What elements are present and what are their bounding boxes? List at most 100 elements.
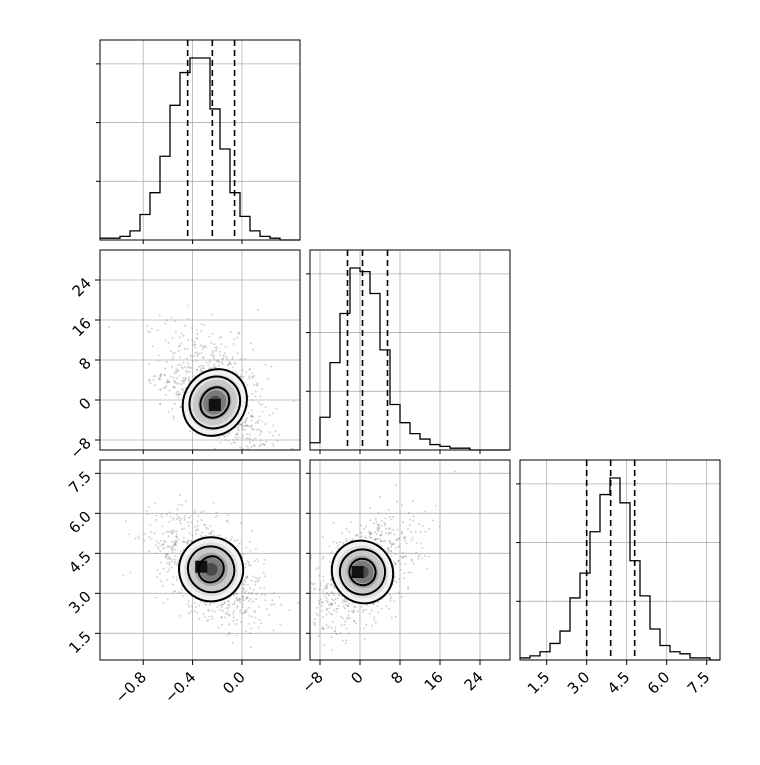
- scatter-point: [325, 599, 328, 602]
- scatter-point: [403, 577, 406, 580]
- scatter-point: [159, 373, 162, 376]
- scatter-point: [250, 424, 253, 427]
- scatter-point: [227, 439, 230, 442]
- scatter-point: [179, 519, 182, 522]
- scatter-point: [244, 421, 247, 424]
- scatter-point: [259, 444, 262, 447]
- scatter-point: [216, 534, 219, 537]
- scatter-point: [330, 591, 333, 594]
- scatter-point: [271, 412, 274, 415]
- scatter-point: [159, 388, 162, 391]
- scatter-point: [157, 377, 160, 380]
- scatter-point: [179, 363, 182, 366]
- scatter-point: [402, 556, 405, 559]
- scatter-point: [258, 428, 261, 431]
- scatter-point: [205, 346, 208, 349]
- scatter-point: [220, 603, 223, 606]
- scatter-point: [162, 602, 165, 605]
- scatter-point: [268, 431, 271, 434]
- scatter-point: [341, 639, 344, 642]
- scatter-point: [174, 330, 177, 333]
- density-peak: [208, 399, 221, 411]
- scatter-point: [348, 530, 351, 533]
- scatter-point: [248, 377, 251, 380]
- scatter-point: [176, 535, 179, 538]
- scatter-point: [158, 377, 161, 380]
- scatter-point: [176, 508, 179, 511]
- scatter-point: [238, 598, 241, 601]
- scatter-point: [164, 386, 167, 389]
- scatter-point: [401, 551, 404, 554]
- scatter-point: [157, 354, 160, 357]
- scatter-point: [287, 461, 289, 463]
- scatter-point: [374, 537, 377, 540]
- scatter-point: [202, 356, 205, 359]
- scatter-point: [318, 588, 321, 591]
- scatter-point: [172, 576, 175, 579]
- scatter-point: [152, 375, 155, 378]
- scatter-point: [246, 424, 249, 427]
- scatter-point: [187, 540, 190, 543]
- scatter-point: [382, 540, 385, 543]
- scatter-point: [220, 361, 223, 364]
- scatter-point: [322, 627, 325, 630]
- scatter-point: [228, 623, 231, 626]
- scatter-point: [261, 463, 263, 465]
- scatter-point: [204, 534, 207, 537]
- scatter-point: [195, 532, 198, 535]
- scatter-point: [229, 363, 232, 366]
- scatter-point: [249, 549, 252, 552]
- scatter-point: [190, 540, 193, 543]
- scatter-point: [171, 352, 174, 355]
- scatter-point: [162, 584, 165, 587]
- scatter-point: [183, 516, 186, 519]
- scatter-point: [255, 597, 258, 600]
- scatter-point: [366, 604, 369, 607]
- scatter-point: [186, 541, 189, 544]
- scatter-point: [424, 554, 427, 557]
- scatter-point: [187, 603, 190, 606]
- y-tick-label: 24: [69, 274, 95, 300]
- scatter-point: [168, 389, 171, 392]
- scatter-point: [325, 585, 328, 588]
- scatter-point: [149, 381, 152, 384]
- scatter-point: [414, 531, 417, 534]
- scatter-point: [237, 429, 240, 432]
- panel-1-0: [100, 250, 300, 465]
- scatter-point: [196, 529, 199, 532]
- scatter-point: [238, 542, 241, 545]
- x-tick-label: −0.4: [161, 668, 199, 706]
- scatter-point: [187, 379, 190, 382]
- scatter-point: [194, 343, 197, 346]
- scatter-point: [153, 532, 156, 535]
- density-peak: [351, 566, 364, 578]
- scatter-point: [245, 596, 248, 599]
- scatter-point: [198, 617, 201, 620]
- scatter-point: [179, 405, 182, 408]
- scatter-point: [368, 506, 371, 509]
- scatter-point: [341, 532, 344, 535]
- scatter-point: [234, 436, 237, 439]
- scatter-point: [225, 536, 228, 539]
- scatter-point: [210, 617, 213, 620]
- scatter-point: [181, 379, 184, 382]
- scatter-point: [380, 608, 383, 611]
- scatter-point: [321, 590, 324, 593]
- scatter-point: [223, 602, 226, 605]
- scatter-point: [372, 602, 375, 605]
- scatter-point: [380, 540, 383, 543]
- scatter-point: [354, 605, 357, 608]
- scatter-point: [173, 381, 176, 384]
- y-tick-label: 7.5: [65, 467, 95, 497]
- scatter-point: [170, 532, 173, 535]
- scatter-point: [245, 610, 248, 613]
- scatter-point: [202, 356, 205, 359]
- scatter-point: [259, 429, 262, 432]
- scatter-point: [159, 374, 162, 377]
- scatter-point: [250, 426, 253, 429]
- scatter-point: [368, 532, 371, 535]
- scatter-point: [326, 592, 329, 595]
- scatter-point: [245, 576, 248, 579]
- scatter-point: [336, 607, 339, 610]
- scatter-point: [238, 331, 241, 334]
